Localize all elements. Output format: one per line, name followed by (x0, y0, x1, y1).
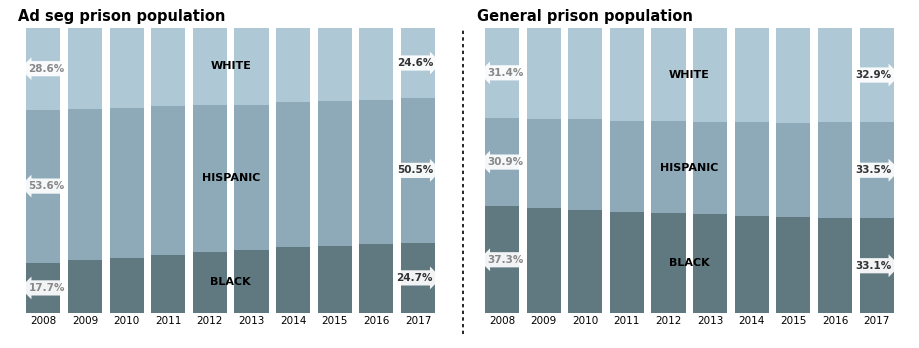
Bar (401, 98, 435, 243)
Bar (484, 28, 518, 118)
Bar (734, 122, 768, 216)
Bar (568, 119, 602, 209)
Bar (526, 208, 560, 313)
Text: 33.5%: 33.5% (855, 165, 891, 175)
Bar (776, 123, 810, 217)
Bar (692, 214, 726, 313)
Bar (317, 246, 351, 313)
Bar (858, 218, 892, 313)
Text: General prison population: General prison population (476, 9, 692, 24)
Bar (359, 28, 393, 100)
Bar (317, 28, 351, 102)
Bar (109, 28, 143, 108)
Text: 33.1%: 33.1% (855, 261, 891, 271)
Bar (776, 28, 810, 123)
Bar (276, 247, 310, 313)
Text: BLACK: BLACK (668, 259, 709, 268)
Text: 50.5%: 50.5% (396, 165, 433, 175)
Text: WHITE: WHITE (668, 70, 709, 80)
Bar (651, 213, 685, 313)
Bar (609, 28, 643, 120)
Bar (359, 100, 393, 244)
Text: 30.9%: 30.9% (486, 157, 523, 167)
Bar (484, 206, 518, 313)
Bar (858, 28, 892, 122)
Bar (651, 28, 685, 121)
Text: 32.9%: 32.9% (855, 70, 891, 80)
Text: HISPANIC: HISPANIC (201, 173, 259, 183)
Bar (68, 260, 102, 313)
Bar (817, 28, 851, 122)
Bar (526, 119, 560, 208)
Bar (359, 244, 393, 313)
Bar (151, 28, 185, 106)
Text: 24.6%: 24.6% (396, 58, 433, 68)
Bar (151, 106, 185, 255)
Bar (568, 28, 602, 119)
Bar (692, 122, 726, 214)
Bar (609, 120, 643, 212)
Bar (276, 102, 310, 247)
Bar (651, 121, 685, 213)
Bar (109, 258, 143, 313)
Bar (568, 209, 602, 313)
Bar (817, 218, 851, 313)
Bar (193, 105, 227, 252)
Bar (27, 28, 61, 110)
Bar (193, 28, 227, 105)
Text: 17.7%: 17.7% (28, 283, 65, 293)
Bar (526, 28, 560, 119)
Bar (609, 212, 643, 313)
Text: 37.3%: 37.3% (486, 255, 523, 265)
Bar (858, 122, 892, 218)
Bar (317, 102, 351, 246)
Bar (734, 28, 768, 122)
Bar (234, 28, 268, 105)
Text: BLACK: BLACK (210, 277, 251, 287)
Text: 24.7%: 24.7% (396, 273, 433, 283)
Bar (276, 28, 310, 102)
Bar (401, 243, 435, 313)
Bar (692, 28, 726, 122)
Bar (109, 108, 143, 258)
Bar (234, 250, 268, 313)
Text: 53.6%: 53.6% (28, 181, 64, 191)
Bar (27, 110, 61, 263)
Bar (151, 255, 185, 313)
Bar (401, 28, 435, 98)
Bar (817, 122, 851, 218)
Bar (193, 252, 227, 313)
Text: Ad seg prison population: Ad seg prison population (18, 9, 225, 24)
Bar (776, 217, 810, 313)
Text: HISPANIC: HISPANIC (660, 163, 718, 173)
Bar (27, 263, 61, 313)
Bar (68, 109, 102, 260)
Bar (68, 28, 102, 109)
Bar (484, 118, 518, 206)
Text: WHITE: WHITE (210, 61, 251, 71)
Bar (234, 105, 268, 250)
Text: 28.6%: 28.6% (28, 64, 64, 74)
Bar (734, 216, 768, 313)
Text: 31.4%: 31.4% (486, 68, 523, 78)
